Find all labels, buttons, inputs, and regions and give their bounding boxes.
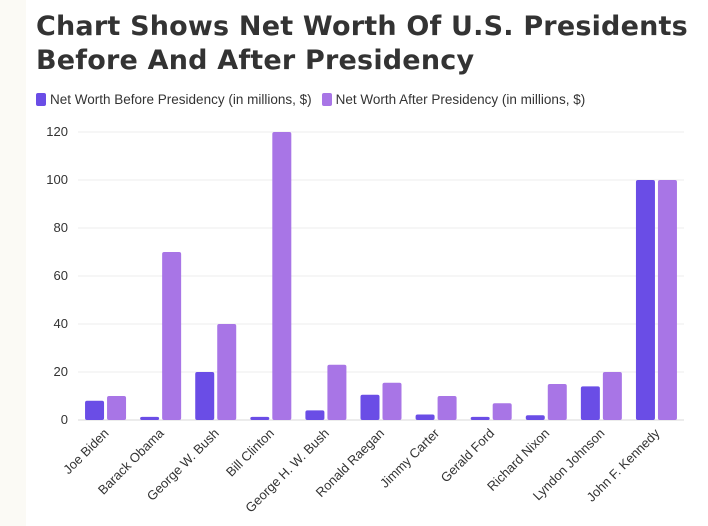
bar-before[interactable]	[360, 394, 380, 420]
bar-after[interactable]	[492, 403, 512, 420]
bar-before[interactable]	[305, 410, 325, 420]
bar-before[interactable]	[635, 180, 655, 420]
bar-after[interactable]	[602, 372, 622, 420]
bar-before[interactable]	[470, 416, 490, 420]
bar-before[interactable]	[250, 416, 270, 420]
bar-before[interactable]	[140, 416, 160, 420]
bar-before[interactable]	[195, 372, 215, 420]
chart-legend: Net Worth Before Presidency (in millions…	[36, 92, 585, 107]
legend-item-after[interactable]: Net Worth After Presidency (in millions,…	[321, 92, 586, 107]
legend-swatch-before	[36, 93, 46, 106]
bar-before[interactable]	[415, 414, 435, 420]
bar-before[interactable]	[525, 415, 545, 420]
bar-after[interactable]	[217, 324, 237, 420]
bar-after[interactable]	[162, 252, 182, 420]
bar-after[interactable]	[327, 364, 347, 420]
legend-label-after: Net Worth After Presidency (in millions,…	[335, 92, 586, 107]
y-tick-label: 100	[46, 172, 68, 187]
x-tick-label: Bill Clinton	[223, 426, 277, 480]
bar-after[interactable]	[437, 396, 457, 420]
bar-before[interactable]	[85, 400, 105, 420]
chart-title: Chart Shows Net Worth Of U.S. Presidents…	[36, 10, 696, 78]
y-tick-label: 20	[54, 364, 68, 379]
chart-title-line-1: Chart Shows Net Worth Of U.S. Presidents	[36, 11, 688, 42]
y-tick-label: 40	[54, 316, 68, 331]
bar-after[interactable]	[107, 396, 127, 420]
legend-item-before[interactable]: Net Worth Before Presidency (in millions…	[36, 92, 312, 107]
y-tick-label: 120	[46, 124, 68, 139]
bar-after[interactable]	[657, 180, 677, 420]
x-tick-label: Gerald Ford	[438, 426, 498, 486]
y-tick-label: 60	[54, 268, 68, 283]
bar-after[interactable]	[382, 382, 402, 420]
legend-swatch-after	[321, 93, 332, 106]
bar-before[interactable]	[580, 386, 600, 420]
chart-title-line-2: Before And After Presidency	[36, 45, 475, 76]
bar-after[interactable]	[547, 384, 567, 420]
legend-label-before: Net Worth Before Presidency (in millions…	[50, 92, 312, 107]
y-tick-label: 80	[54, 220, 68, 235]
x-tick-label: Joe Biden	[60, 426, 111, 477]
y-tick-label: 0	[61, 412, 68, 427]
bar-after[interactable]	[272, 132, 292, 420]
x-tick-label: Jimmy Carter	[377, 425, 443, 491]
